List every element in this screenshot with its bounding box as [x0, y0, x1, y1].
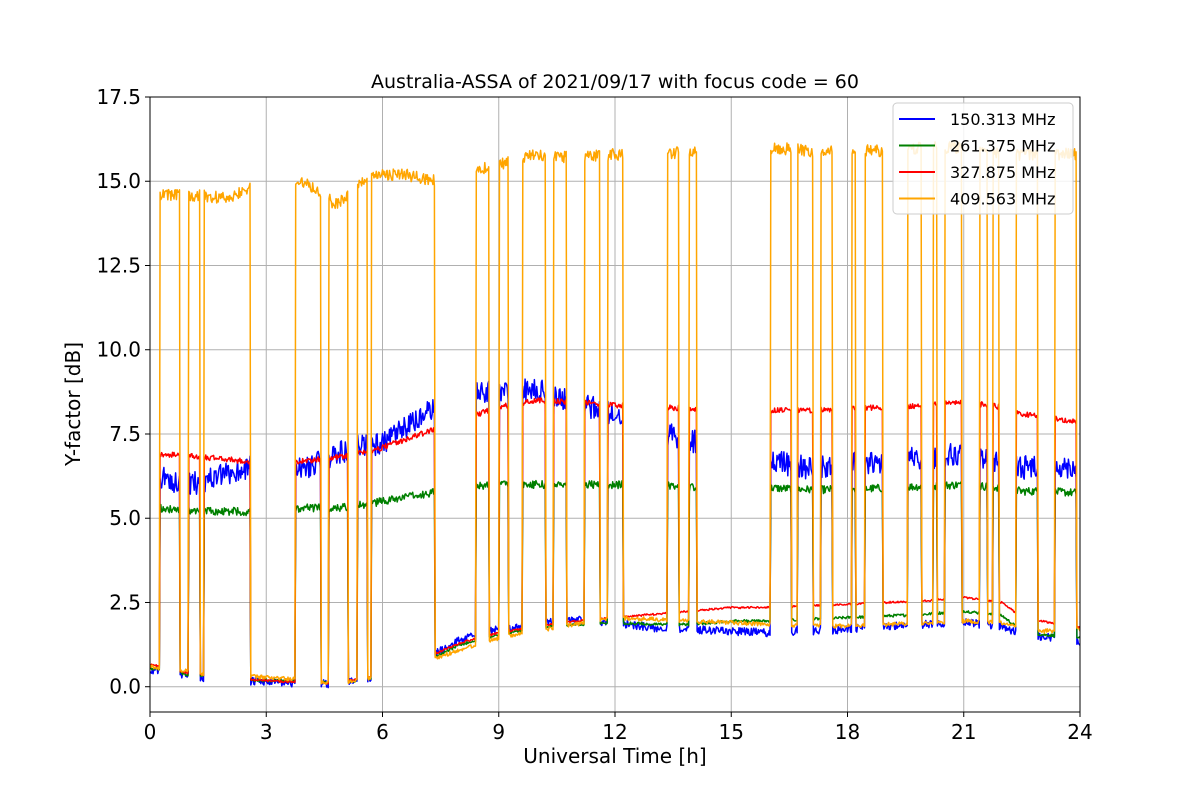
- y-tick-label: 10.0: [96, 338, 141, 362]
- x-tick-label: 9: [492, 720, 505, 744]
- x-tick-label: 12: [602, 720, 627, 744]
- series-layer: [150, 141, 1080, 689]
- x-tick-label: 3: [260, 720, 273, 744]
- legend-label: 261.375 MHz: [950, 137, 1055, 156]
- x-tick-label: 18: [835, 720, 860, 744]
- series-line: [150, 141, 1080, 685]
- y-tick-label: 17.5: [96, 85, 141, 109]
- legend-label: 150.313 MHz: [950, 110, 1055, 129]
- y-tick-label: 5.0: [109, 506, 141, 530]
- y-tick-label: 15.0: [96, 169, 141, 193]
- x-tick-label: 21: [951, 720, 976, 744]
- x-tick-label: 24: [1067, 720, 1092, 744]
- legend: 150.313 MHz 261.375 MHz 327.875 MHz 409.563…: [892, 102, 1074, 215]
- y-tick-label: 0.0: [109, 675, 141, 699]
- y-axis-label: Y-factor [dB]: [61, 342, 85, 467]
- legend-label: 409.563 MHz: [950, 190, 1055, 209]
- y-tick-label: 7.5: [109, 422, 141, 446]
- x-tick-label: 15: [719, 720, 744, 744]
- series-line: [150, 378, 1080, 689]
- chart-title: Australia-ASSA of 2021/09/17 with focus …: [371, 71, 859, 93]
- axis-ticks: 0 3 6 9 12 15 18 21 24 0.0 2.5 5.0 7.5 10.0 12.5 15.0 17…: [96, 85, 1092, 744]
- x-axis-label: Universal Time [h]: [523, 744, 706, 768]
- y-tick-label: 2.5: [109, 590, 141, 614]
- series-line: [150, 479, 1080, 685]
- x-tick-label: 0: [144, 720, 157, 744]
- legend-box: [892, 102, 1074, 215]
- legend-label: 327.875 MHz: [950, 163, 1055, 182]
- series-line: [150, 397, 1080, 685]
- y-tick-label: 12.5: [96, 253, 141, 277]
- x-tick-label: 6: [376, 720, 389, 744]
